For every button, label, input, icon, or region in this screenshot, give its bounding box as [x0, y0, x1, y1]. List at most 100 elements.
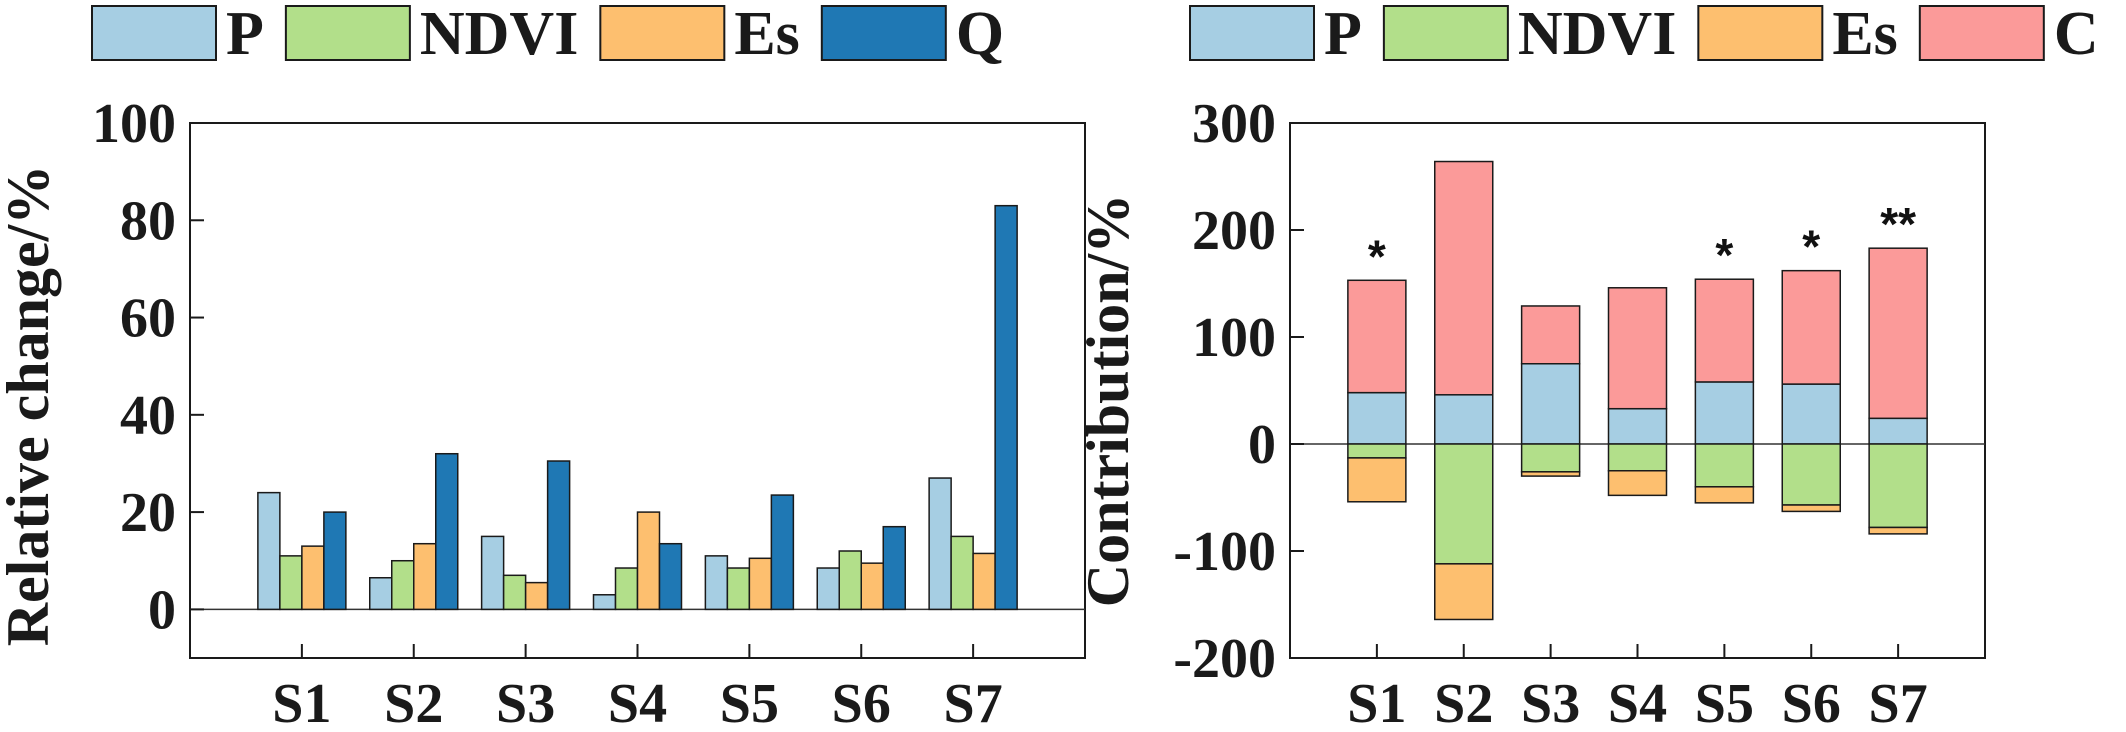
stack-ndvi-s3: [1520, 443, 1581, 473]
stack-c-s7: [1868, 247, 1928, 420]
stack-es-s6: [1781, 504, 1841, 513]
bar-p-s5: [704, 555, 729, 611]
stack-p-s3: [1520, 363, 1581, 445]
bar-es-s2: [413, 542, 437, 611]
left-xtick-label: S1: [272, 673, 331, 732]
left-ytick-label: 100: [92, 93, 176, 155]
right-ytick-label: 200: [1192, 200, 1276, 262]
right-ytick-label: 0: [1248, 414, 1276, 476]
right-xtick-label: S2: [1434, 673, 1493, 732]
stack-p-s6: [1781, 383, 1841, 445]
bar-q-s3: [546, 460, 571, 611]
left-legend: P NDVI Es Q: [91, 0, 1004, 68]
right-ytick-label: 100: [1192, 307, 1276, 369]
bar-q-s5: [770, 494, 795, 611]
bar-ndvi-s7: [950, 535, 974, 611]
legend-swatch-es: [599, 5, 726, 61]
legend-swatch-p: [1189, 5, 1315, 61]
left-xtick-label: S6: [832, 673, 891, 732]
bar-es-s7: [972, 552, 996, 611]
stack-c-s5: [1694, 278, 1755, 383]
legend-label-es: Es: [1832, 0, 1897, 68]
bar-p-s2: [369, 577, 393, 611]
bar-q-s4: [658, 542, 683, 611]
bar-p-s7: [928, 477, 952, 611]
bar-es-s5: [748, 557, 773, 611]
stack-ndvi-s4: [1607, 443, 1668, 472]
stack-p-s5: [1694, 381, 1755, 445]
bar-p-s3: [480, 535, 505, 611]
legend-label-p: P: [226, 0, 264, 68]
legend-swatch-q: [820, 5, 947, 61]
bar-es-s4: [636, 511, 661, 611]
legend-swatch-p: [91, 5, 217, 61]
stack-es-s5: [1694, 486, 1755, 504]
bar-p-s1: [257, 491, 281, 611]
bar-ndvi-s6: [838, 550, 862, 611]
right-xtick-label: S4: [1608, 673, 1667, 732]
left-ytick-label: 20: [120, 482, 176, 544]
legend-label-q: Q: [956, 0, 1004, 68]
stack-c-s2: [1434, 160, 1494, 396]
left-ytick-label: 80: [120, 190, 176, 252]
bar-es-s3: [524, 581, 549, 611]
significance-mark-s1: *: [1368, 230, 1386, 282]
legend-swatch-es: [1697, 5, 1824, 61]
left-xtick-label: S4: [608, 673, 667, 732]
right-xtick-label: S5: [1695, 673, 1754, 732]
right-ytick-label: -200: [1173, 628, 1276, 690]
stack-ndvi-s7: [1868, 443, 1928, 529]
left-ytick-label: 40: [120, 385, 176, 447]
right-xtick-label: S7: [1869, 673, 1928, 732]
stack-es-s4: [1607, 470, 1668, 497]
left-y-axis-label: Relative change/%: [0, 165, 61, 647]
stack-es-s1: [1347, 457, 1407, 503]
bar-ndvi-s5: [726, 567, 751, 611]
stack-p-s2: [1434, 394, 1494, 445]
bar-q-s1: [323, 511, 347, 611]
right-ytick-label: 300: [1192, 93, 1276, 155]
legend-label-p: P: [1324, 0, 1362, 68]
bar-ndvi-s2: [391, 559, 415, 611]
bar-ndvi-s4: [614, 567, 639, 611]
stack-p-s4: [1607, 407, 1668, 445]
stack-p-s1: [1347, 391, 1407, 445]
right-xtick-label: S6: [1782, 673, 1841, 732]
bar-q-s7: [994, 204, 1018, 611]
significance-mark-s6: *: [1802, 221, 1820, 273]
right-xtick-label: S3: [1521, 673, 1580, 732]
legend-label-ndvi: NDVI: [1518, 0, 1676, 68]
left-xtick-label: S7: [944, 673, 1003, 732]
bar-es-s1: [301, 545, 325, 611]
stack-es-s7: [1868, 526, 1928, 535]
stack-es-s3: [1520, 471, 1581, 477]
right-y-axis-label: Contribution/%: [1075, 194, 1141, 607]
bar-p-s6: [816, 567, 840, 611]
stack-ndvi-s1: [1347, 443, 1407, 459]
left-xtick-label: S2: [384, 673, 443, 732]
legend-label-ndvi: NDVI: [420, 0, 578, 68]
left-ytick-label: 0: [148, 579, 176, 641]
legend-label-c: C: [2054, 0, 2099, 68]
left-xtick-label: S3: [496, 673, 555, 732]
legend-swatch-ndvi: [284, 5, 411, 61]
stack-p-s7: [1868, 417, 1928, 445]
stack-ndvi-s5: [1694, 443, 1755, 488]
legend-swatch-ndvi: [1382, 5, 1509, 61]
bar-ndvi-s3: [502, 574, 527, 611]
stack-c-s6: [1781, 269, 1841, 385]
bar-p-s4: [592, 594, 617, 611]
stack-c-s3: [1520, 305, 1581, 365]
right-ytick-label: -100: [1173, 521, 1276, 583]
relative-change-chart: 0 20 40 60 80 100 S1 S2 S3 S4 S5 S6 S7 Relative chang…: [0, 0, 1086, 732]
right-legend: P NDVI Es C: [1189, 0, 2099, 68]
bar-ndvi-s1: [279, 555, 303, 611]
bar-es-s6: [860, 562, 884, 611]
left-xtick-label: S5: [720, 673, 779, 732]
significance-mark-s5: *: [1715, 229, 1733, 281]
legend-label-es: Es: [734, 0, 799, 68]
bar-q-s6: [882, 525, 906, 611]
stack-c-s1: [1347, 279, 1407, 394]
